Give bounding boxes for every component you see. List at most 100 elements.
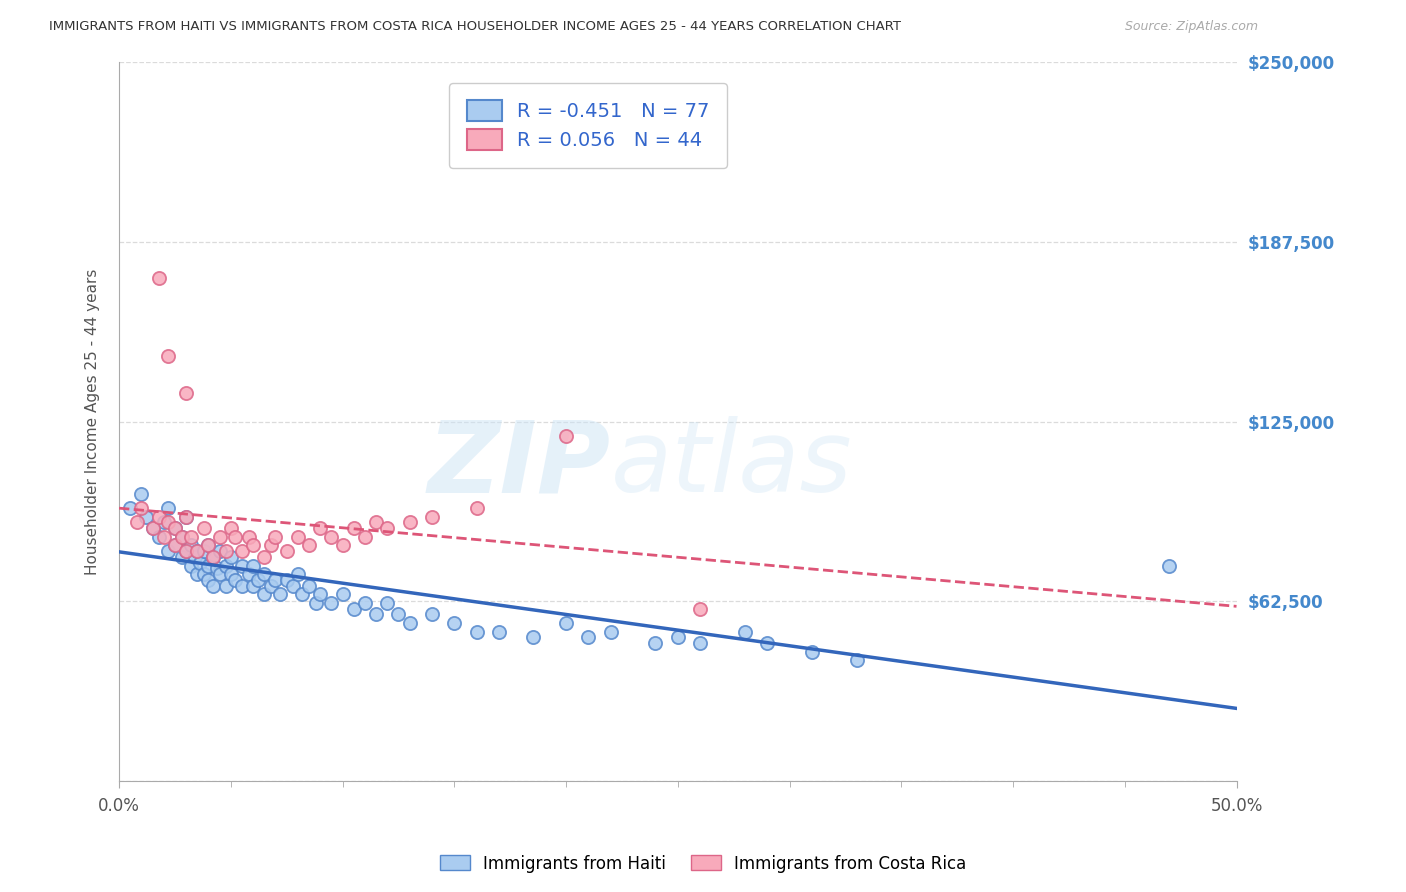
Point — [197, 538, 219, 552]
Point — [734, 624, 756, 639]
Point — [224, 530, 246, 544]
Point — [219, 521, 242, 535]
Point — [354, 530, 377, 544]
Point — [208, 567, 231, 582]
Point — [208, 544, 231, 558]
Text: ZIP: ZIP — [427, 417, 610, 514]
Point — [387, 607, 409, 622]
Point — [142, 521, 165, 535]
Point — [689, 601, 711, 615]
Point — [201, 549, 224, 564]
Point — [398, 516, 420, 530]
Point — [170, 530, 193, 544]
Point — [845, 653, 868, 667]
Point — [260, 538, 283, 552]
Point — [465, 501, 488, 516]
Point — [148, 509, 170, 524]
Point — [186, 544, 208, 558]
Point — [188, 556, 211, 570]
Point — [193, 544, 215, 558]
Point — [152, 516, 174, 530]
Point — [253, 587, 276, 601]
Point — [174, 544, 197, 558]
Legend: Immigrants from Haiti, Immigrants from Costa Rica: Immigrants from Haiti, Immigrants from C… — [433, 848, 973, 880]
Point — [375, 596, 398, 610]
Point — [246, 573, 269, 587]
Point — [287, 567, 309, 582]
Point — [398, 616, 420, 631]
Point — [242, 579, 264, 593]
Point — [207, 561, 229, 575]
Point — [321, 530, 343, 544]
Text: atlas: atlas — [610, 417, 852, 514]
Point — [756, 636, 779, 650]
Y-axis label: Householder Income Ages 25 - 44 years: Householder Income Ages 25 - 44 years — [86, 268, 100, 575]
Point — [184, 549, 207, 564]
Point — [242, 538, 264, 552]
Point — [231, 544, 253, 558]
Point — [488, 624, 510, 639]
Point — [215, 544, 238, 558]
Point — [193, 567, 215, 582]
Point — [276, 573, 298, 587]
Point — [343, 601, 366, 615]
Point — [231, 558, 253, 573]
Point — [193, 521, 215, 535]
Point — [375, 521, 398, 535]
Point — [163, 521, 186, 535]
Point — [157, 501, 180, 516]
Point — [238, 530, 260, 544]
Point — [666, 631, 689, 645]
Point — [215, 558, 238, 573]
Point — [186, 544, 208, 558]
Point — [219, 567, 242, 582]
Point — [131, 501, 153, 516]
Point — [420, 509, 443, 524]
Point — [283, 579, 305, 593]
Point — [163, 538, 186, 552]
Point — [219, 549, 242, 564]
Point — [231, 579, 253, 593]
Point — [180, 538, 202, 552]
Point — [354, 596, 377, 610]
Point — [555, 429, 578, 443]
Point — [260, 579, 283, 593]
Point — [197, 558, 219, 573]
Point — [131, 486, 153, 500]
Point — [157, 544, 180, 558]
Point — [157, 516, 180, 530]
Point — [689, 636, 711, 650]
Point — [186, 567, 208, 582]
Point — [576, 631, 599, 645]
Point — [238, 567, 260, 582]
Point — [332, 538, 354, 552]
Point — [309, 587, 332, 601]
Point — [291, 587, 314, 601]
Point — [332, 587, 354, 601]
Point — [148, 530, 170, 544]
Point — [364, 607, 387, 622]
Point — [264, 530, 287, 544]
Point — [197, 573, 219, 587]
Point — [309, 521, 332, 535]
Point — [208, 530, 231, 544]
Point — [120, 501, 142, 516]
Point — [180, 558, 202, 573]
Point — [142, 521, 165, 535]
Text: Source: ZipAtlas.com: Source: ZipAtlas.com — [1125, 20, 1258, 33]
Point — [125, 516, 148, 530]
Point — [420, 607, 443, 622]
Point — [215, 579, 238, 593]
Point — [180, 530, 202, 544]
Point — [321, 596, 343, 610]
Point — [253, 549, 276, 564]
Point — [364, 516, 387, 530]
Point — [465, 624, 488, 639]
Point — [343, 521, 366, 535]
Point — [170, 530, 193, 544]
Point — [1159, 558, 1181, 573]
Point — [170, 549, 193, 564]
Point — [644, 636, 666, 650]
Point — [152, 530, 174, 544]
Point — [800, 645, 823, 659]
